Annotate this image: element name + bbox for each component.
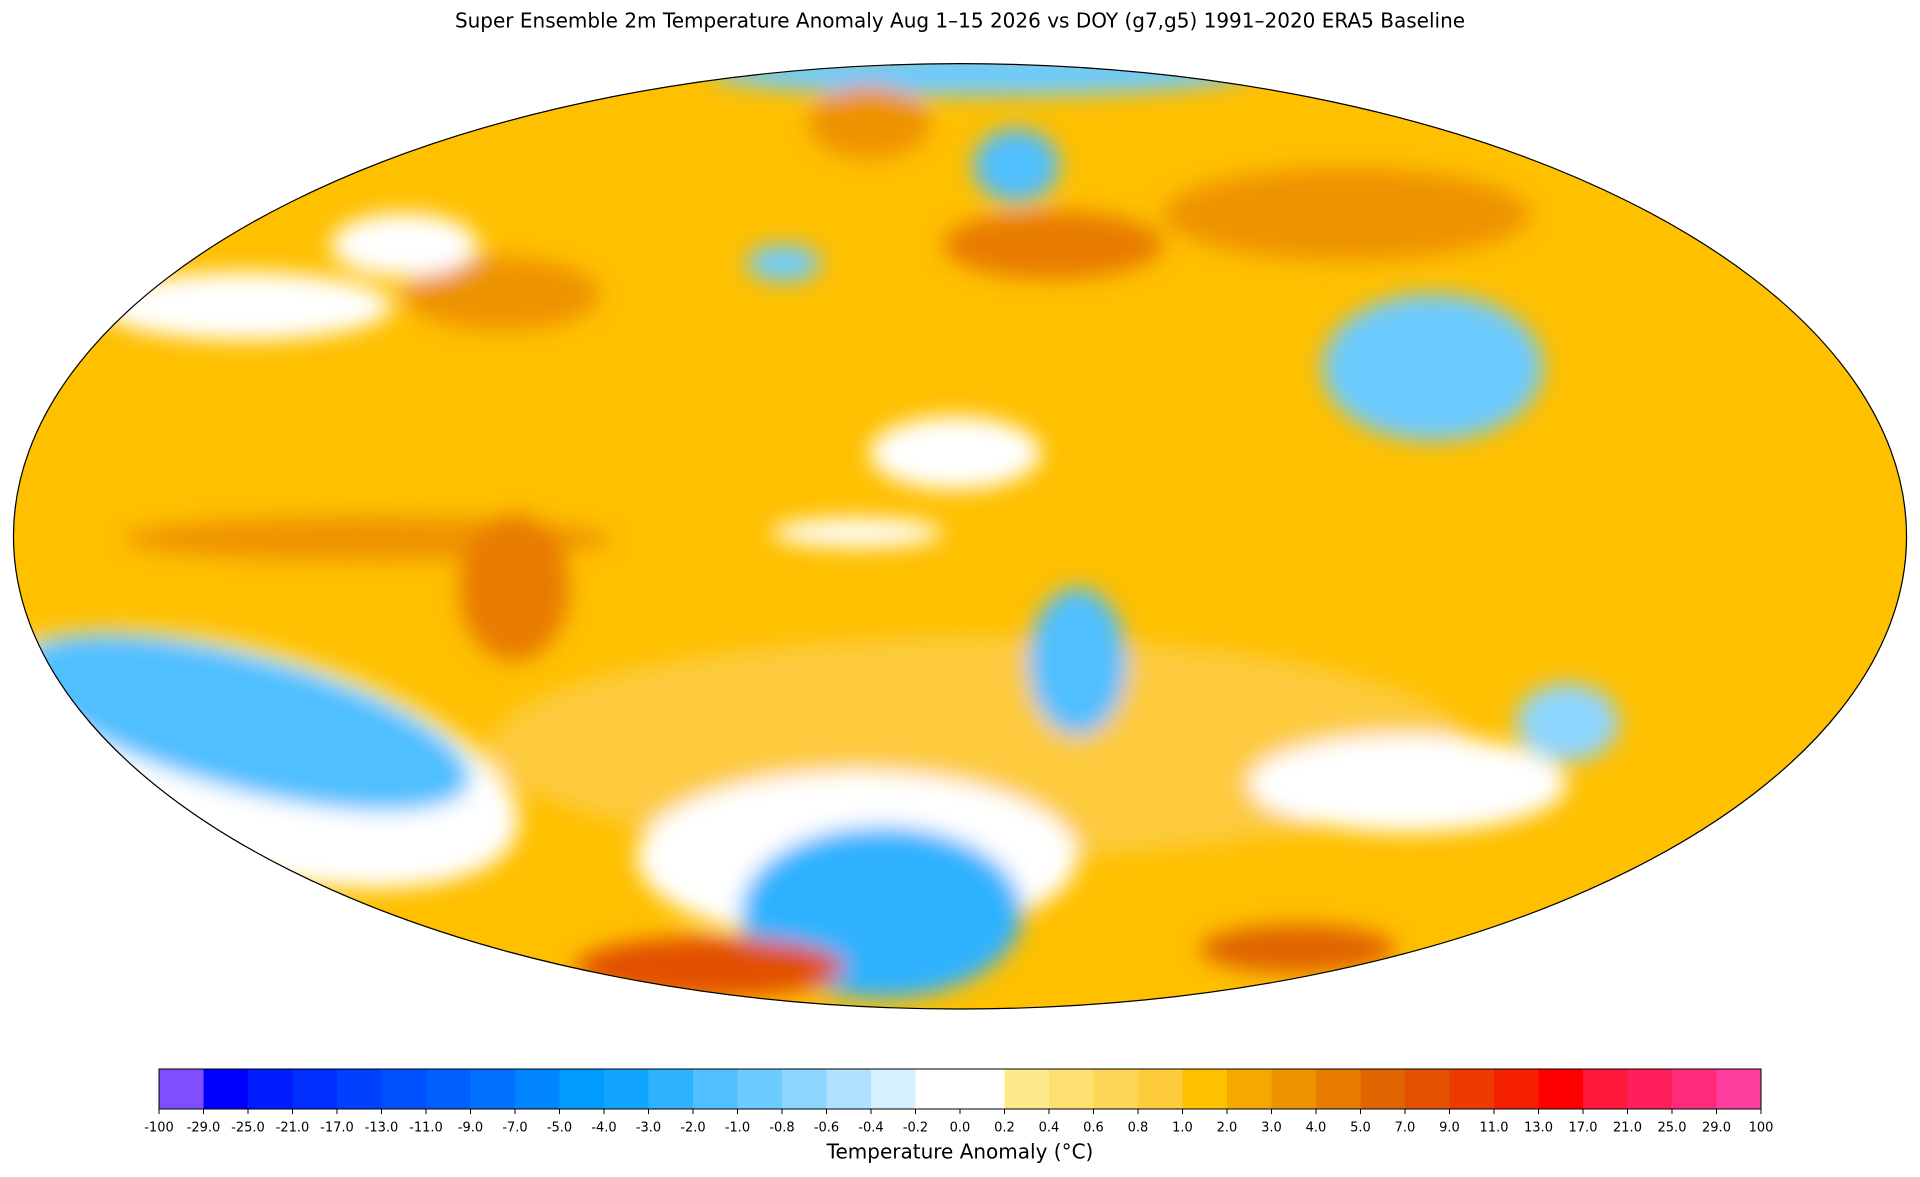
tick-label: -0.6 (814, 1121, 839, 1136)
color-bin (337, 1069, 382, 1109)
tick-label: -5.0 (547, 1121, 572, 1136)
color-bin (1138, 1069, 1183, 1109)
color-bin (203, 1069, 249, 1109)
title: Super Ensemble 2m Temperature Anomaly Au… (455, 9, 1465, 33)
map (12, 63, 1908, 1010)
tick-label: -17.0 (320, 1121, 354, 1136)
color-bin (515, 1069, 560, 1109)
tick-label: -13.0 (365, 1121, 399, 1136)
color-bin (693, 1069, 738, 1109)
color-bin (1583, 1069, 1628, 1109)
tick-label: -3.0 (636, 1121, 661, 1136)
color-bin (871, 1069, 916, 1109)
tick-label: -7.0 (502, 1121, 527, 1136)
tick-label: -11.0 (409, 1121, 443, 1136)
tick-label: 21.0 (1613, 1121, 1642, 1136)
tick-label: 3.0 (1261, 1121, 1282, 1136)
color-bin (737, 1069, 783, 1109)
color-bin (960, 1069, 1005, 1109)
tick-label: -25.0 (231, 1121, 265, 1136)
color-bin (1316, 1069, 1361, 1109)
color-bin (1405, 1069, 1450, 1109)
tick-label: 7.0 (1395, 1121, 1416, 1136)
tick-label: 0.6 (1083, 1121, 1104, 1136)
tick-label: -21.0 (276, 1121, 310, 1136)
tick-label: 0.2 (994, 1121, 1015, 1136)
color-bin (559, 1069, 605, 1109)
tick-label: -2.0 (680, 1121, 705, 1136)
tick-label: 100 (1749, 1121, 1774, 1136)
color-bin (1182, 1069, 1228, 1109)
color-bin (1627, 1069, 1673, 1109)
color-bin (1360, 1069, 1406, 1109)
color-bin (1716, 1069, 1762, 1109)
tick-label: 0.8 (1128, 1121, 1149, 1136)
color-bin (604, 1069, 649, 1109)
color-bin (470, 1069, 516, 1109)
tick-label: 0.4 (1039, 1121, 1060, 1136)
tick-label: 4.0 (1306, 1121, 1327, 1136)
tick-label: 17.0 (1569, 1121, 1598, 1136)
tick-label: 2.0 (1217, 1121, 1238, 1136)
color-bin (159, 1069, 204, 1109)
color-bin (1538, 1069, 1584, 1109)
color-bin (292, 1069, 338, 1109)
tick-label: 25.0 (1658, 1121, 1687, 1136)
tick-label: -0.2 (903, 1121, 928, 1136)
tick-label: -100 (144, 1121, 174, 1136)
tick-label: 11.0 (1480, 1121, 1509, 1136)
color-bin (1227, 1069, 1272, 1109)
color-bin (1672, 1069, 1717, 1109)
tick-label: -9.0 (458, 1121, 483, 1136)
color-bin (826, 1069, 872, 1109)
tick-label: -1.0 (725, 1121, 750, 1136)
tick-label: 5.0 (1350, 1121, 1371, 1136)
color-bin (381, 1069, 427, 1109)
color-bin (782, 1069, 827, 1109)
color-bin (1494, 1069, 1539, 1109)
color-bin (1004, 1069, 1050, 1109)
color-bin (1093, 1069, 1139, 1109)
tick-label: 9.0 (1439, 1121, 1460, 1136)
tick-label: -4.0 (591, 1121, 616, 1136)
tick-label: 13.0 (1524, 1121, 1553, 1136)
colorbar-frame (158, 1068, 1762, 1110)
colorbar: -100 -29.0 -25.0 -21.0 -17.0 -13.0 -11.0 -9.0 -7… (144, 1068, 1774, 1136)
color-bin (426, 1069, 471, 1109)
colorbar-label: Temperature Anomaly (°C) (826, 1140, 1094, 1164)
color-bin (248, 1069, 293, 1109)
tick-label: 1.0 (1172, 1121, 1193, 1136)
color-bin (915, 1069, 961, 1109)
color-bin (648, 1069, 694, 1109)
tick-label: -29.0 (187, 1121, 221, 1136)
tick-label: -0.8 (769, 1121, 794, 1136)
color-bin (1049, 1069, 1094, 1109)
tick-label: -0.4 (858, 1121, 883, 1136)
color-bin (1271, 1069, 1317, 1109)
color-bin (1449, 1069, 1495, 1109)
tick-label: 29.0 (1702, 1121, 1731, 1136)
tick-label: 0.0 (950, 1121, 971, 1136)
